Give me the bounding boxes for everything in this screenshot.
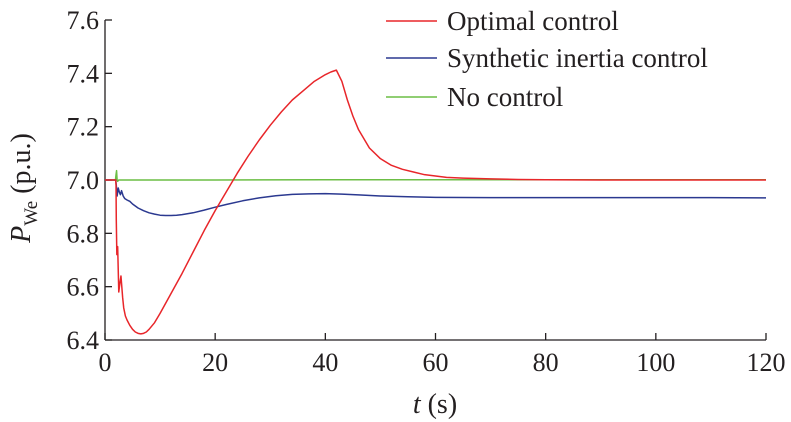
x-tick-label: 60: [423, 348, 449, 377]
series-line-no-control: [105, 169, 766, 183]
y-axis-label-sub: We: [21, 201, 42, 226]
y-axis-label-unit: (p.u.): [6, 133, 37, 201]
y-tick-label: 6.8: [67, 219, 100, 248]
y-tick-label: 7.6: [67, 6, 100, 35]
y-tick-label: 7.4: [67, 59, 100, 88]
x-tick-label: 120: [747, 348, 786, 377]
x-ticks: 0 20 40 60 80 100 120: [99, 333, 786, 377]
series-group: [105, 69, 767, 335]
y-tick-label: 7.0: [67, 166, 100, 195]
y-ticks: 6.4 6.6 6.8 7.0 7.2 7.4 7.6: [67, 6, 112, 355]
y-axis-label-var: P: [6, 226, 37, 244]
x-tick-label: 20: [202, 348, 228, 377]
x-axis-label-unit: (s): [421, 389, 458, 420]
y-tick-label: 6.6: [67, 273, 100, 302]
x-tick-label: 0: [99, 348, 112, 377]
x-axis-label-var: t: [413, 389, 422, 420]
legend-label-no-control: No control: [447, 82, 563, 112]
series-line-optimal-control: [105, 69, 766, 335]
y-tick-label: 7.2: [67, 113, 100, 142]
legend: Optimal control Synthetic inertia control…: [386, 6, 708, 112]
x-tick-label: 80: [533, 348, 559, 377]
y-axis-label: PWe (p.u.): [6, 133, 42, 244]
x-tick-label: 100: [636, 348, 675, 377]
series-line-synthetic-inertia-control: [105, 179, 767, 217]
legend-label-synthetic-inertia-control: Synthetic inertia control: [447, 43, 708, 73]
x-tick-label: 40: [312, 348, 338, 377]
x-axis-label: t (s): [413, 389, 457, 420]
legend-label-optimal-control: Optimal control: [447, 6, 619, 36]
y-tick-label: 6.4: [67, 326, 100, 355]
